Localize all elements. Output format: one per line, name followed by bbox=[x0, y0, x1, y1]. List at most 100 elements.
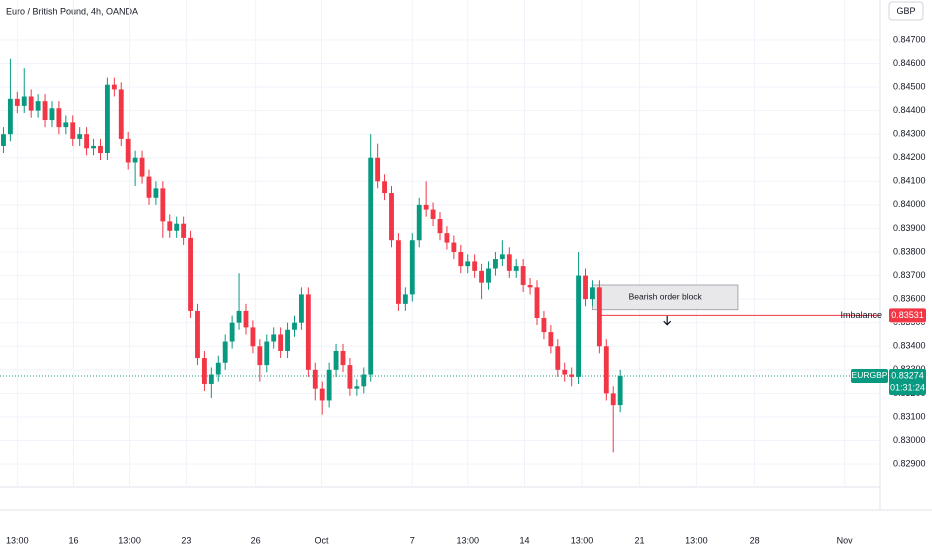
candle-body bbox=[416, 204, 422, 241]
candle-body bbox=[534, 287, 540, 318]
candle-body bbox=[479, 270, 484, 283]
candle-body bbox=[340, 350, 346, 366]
candle-body bbox=[63, 122, 69, 128]
candle-body bbox=[305, 294, 311, 370]
chart-title: Euro / British Pound, 4h, OANDA bbox=[6, 6, 138, 16]
symbol-box bbox=[851, 368, 888, 383]
y-tick-label: 0.84100 bbox=[893, 176, 926, 186]
currency-box[interactable] bbox=[888, 1, 924, 21]
candle-body bbox=[201, 358, 207, 384]
candle-body bbox=[208, 374, 214, 384]
candle-body bbox=[486, 268, 491, 283]
y-tick-label: 0.83900 bbox=[893, 223, 926, 233]
x-tick-label: 21 bbox=[635, 535, 645, 545]
y-tick-label: 0.83800 bbox=[893, 246, 926, 256]
x-tick-label: Oct bbox=[315, 535, 330, 545]
candle-body bbox=[278, 334, 284, 351]
candle-body bbox=[576, 275, 582, 377]
candle-body bbox=[35, 101, 41, 111]
candle-body bbox=[257, 346, 263, 366]
candle-body bbox=[167, 221, 173, 231]
candle-body bbox=[603, 346, 609, 394]
y-tick-label: 0.84700 bbox=[893, 34, 926, 44]
candle-body bbox=[361, 374, 367, 387]
arrow bbox=[663, 315, 672, 326]
candle-body bbox=[513, 266, 519, 271]
x-tick-label: 28 bbox=[750, 535, 760, 545]
x-tick-label: 13:00 bbox=[685, 535, 708, 545]
y-tick-label: 0.82900 bbox=[893, 458, 926, 468]
candle-body bbox=[285, 329, 290, 351]
last-price: 0.83274 bbox=[891, 370, 924, 380]
candle-body bbox=[396, 240, 401, 304]
candle-body bbox=[215, 362, 221, 375]
candle-body bbox=[104, 84, 110, 154]
currency[interactable]: GBP bbox=[896, 6, 915, 16]
candle-body bbox=[527, 284, 533, 288]
candle-body bbox=[347, 365, 353, 389]
candle-body bbox=[333, 350, 339, 370]
candle-body bbox=[98, 145, 103, 154]
candle-body bbox=[617, 375, 623, 406]
y-tick-label: 0.83100 bbox=[893, 411, 926, 421]
candle-body bbox=[520, 266, 526, 285]
candle-body bbox=[28, 96, 34, 111]
x-tick-label: Nov bbox=[837, 535, 854, 545]
candle-body bbox=[326, 369, 332, 401]
candle-body bbox=[229, 322, 235, 342]
candle-body bbox=[111, 84, 117, 90]
candle-body bbox=[153, 188, 159, 198]
y-tick-label: 0.84200 bbox=[893, 152, 926, 162]
candle-body bbox=[271, 334, 277, 342]
candle-body bbox=[7, 98, 13, 135]
candle-body bbox=[319, 388, 325, 401]
candle-body bbox=[42, 101, 48, 121]
candle-body bbox=[292, 322, 297, 330]
candle-body bbox=[437, 219, 443, 234]
y-tick-label: 0.84000 bbox=[893, 199, 926, 209]
imbalance-price-box bbox=[889, 308, 926, 323]
x-tick-label: 26 bbox=[251, 535, 261, 545]
candle-body bbox=[569, 374, 575, 377]
candle-body bbox=[458, 252, 464, 267]
candle-body bbox=[195, 310, 200, 359]
candle-body bbox=[389, 193, 394, 241]
symbol: EURGBP bbox=[852, 370, 888, 380]
candle-body bbox=[264, 341, 270, 366]
candle-body bbox=[56, 108, 62, 128]
candle-body bbox=[250, 327, 256, 347]
candle-body bbox=[139, 157, 145, 177]
imbalance-label: Imbalance bbox=[840, 310, 882, 320]
order-block-label: Bearish order block bbox=[629, 292, 703, 302]
candle-body bbox=[409, 240, 415, 295]
candle-body bbox=[375, 157, 381, 182]
candle-body bbox=[430, 209, 436, 220]
countdown: 01:31:24 bbox=[890, 382, 925, 392]
candle-body bbox=[146, 176, 152, 198]
candle-body bbox=[174, 223, 180, 231]
candle-body bbox=[555, 346, 561, 370]
candle-body bbox=[70, 122, 76, 139]
candle-body bbox=[77, 134, 83, 139]
candle-body bbox=[312, 369, 318, 389]
candle-body bbox=[499, 254, 505, 260]
y-tick-label: 0.83000 bbox=[893, 435, 926, 445]
y-tick-label: 0.84600 bbox=[893, 58, 926, 68]
order-block bbox=[592, 284, 739, 311]
x-tick-label: 23 bbox=[181, 535, 191, 545]
candle-body bbox=[402, 294, 408, 304]
candle-body bbox=[160, 188, 166, 222]
candle-body bbox=[472, 261, 478, 271]
x-tick-label: 16 bbox=[68, 535, 78, 545]
candle-body bbox=[84, 134, 90, 149]
candle-body bbox=[596, 287, 602, 347]
candle-body bbox=[506, 254, 512, 271]
x-tick-label: 13:00 bbox=[6, 535, 29, 545]
candle-body bbox=[298, 294, 304, 323]
candle-body bbox=[610, 393, 616, 406]
y-tick-label: 0.84300 bbox=[893, 129, 926, 139]
candle-body bbox=[125, 138, 131, 163]
x-tick-label: 13:00 bbox=[571, 535, 594, 545]
